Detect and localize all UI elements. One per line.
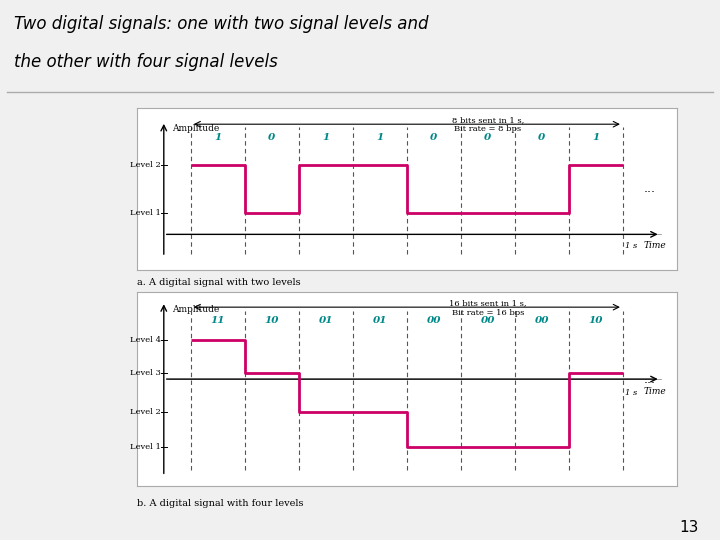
Text: ...: ... [644,183,656,195]
Text: 1: 1 [322,133,330,141]
Text: 00: 00 [426,316,441,325]
Text: Time: Time [643,387,666,396]
Text: 10: 10 [588,316,603,325]
Text: Two digital signals: one with two signal levels and: Two digital signals: one with two signal… [14,15,429,32]
Text: 1: 1 [592,133,600,141]
Text: ...: ... [644,373,656,386]
Text: Level 4: Level 4 [130,336,161,344]
Text: 1 s: 1 s [625,242,637,249]
Text: 1 s: 1 s [625,389,637,397]
Text: 1: 1 [214,133,222,141]
Text: 01: 01 [318,316,333,325]
Text: Time: Time [643,241,666,250]
Text: 8 bits sent in 1 s,
Bit rate = 8 bps: 8 bits sent in 1 s, Bit rate = 8 bps [451,116,524,133]
Text: 11: 11 [210,316,225,325]
Text: 1: 1 [376,133,384,141]
Text: 00: 00 [534,316,549,325]
Text: 13: 13 [679,519,698,535]
Text: 00: 00 [480,316,495,325]
Text: 0: 0 [484,133,492,141]
Text: Amplitude: Amplitude [172,124,219,133]
Text: 0: 0 [430,133,438,141]
Text: Level 2: Level 2 [130,408,161,416]
Text: 16 bits sent in 1 s,
Bit rate = 16 bps: 16 bits sent in 1 s, Bit rate = 16 bps [449,299,526,316]
Text: Level 1: Level 1 [130,210,161,217]
Text: 01: 01 [372,316,387,325]
Text: 0: 0 [268,133,276,141]
Text: Level 1: Level 1 [130,443,161,451]
Text: Amplitude: Amplitude [172,305,219,314]
Text: a. A digital signal with two levels: a. A digital signal with two levels [137,278,300,287]
Text: b. A digital signal with four levels: b. A digital signal with four levels [137,500,303,509]
Text: Level 2: Level 2 [130,161,161,168]
Text: 10: 10 [264,316,279,325]
Text: 0: 0 [538,133,546,141]
Text: the other with four signal levels: the other with four signal levels [14,53,278,71]
Text: Level 3: Level 3 [130,369,161,377]
